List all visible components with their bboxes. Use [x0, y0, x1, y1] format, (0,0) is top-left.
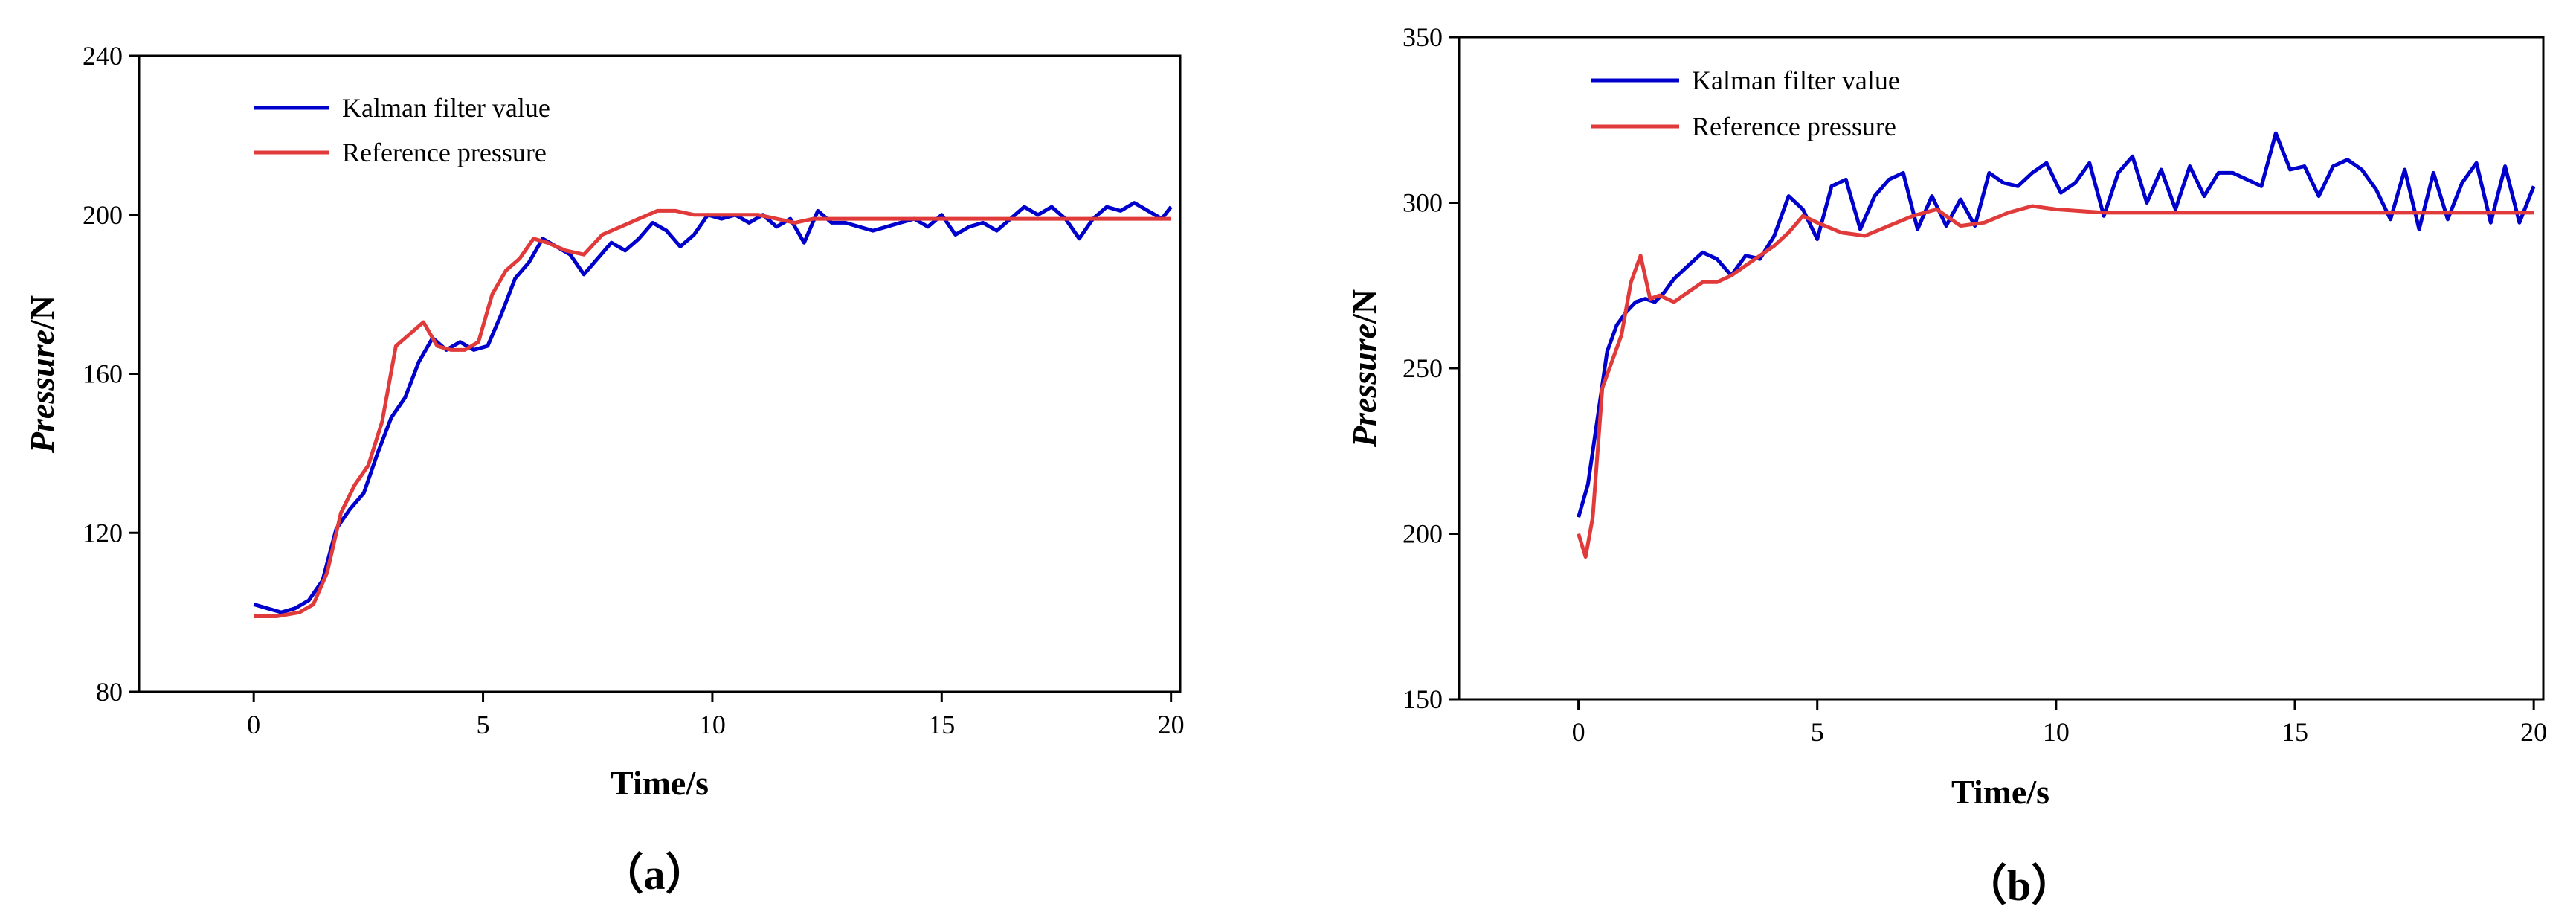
y-tick-label-a: 160: [83, 359, 123, 389]
kalman-filter-line-a: [253, 201, 1173, 614]
x-tick-label-b: 15: [2282, 717, 2308, 747]
y-axis-ticks-a: 80 120 160 200 240: [83, 41, 139, 707]
y-tick-label-b: 150: [1403, 684, 1443, 714]
chart-panel-a: 80 120 160 200 240 0 5 10 15 20 Kalman filter va…: [23, 41, 1185, 899]
y-tick-label-a: 120: [83, 518, 123, 548]
reference-pressure-line-a: [254, 208, 1171, 618]
y-tick-label-a: 80: [96, 677, 123, 707]
x-axis-label-a: Time/s: [611, 764, 709, 802]
y-tick-label-b: 350: [1403, 22, 1443, 52]
panel-caption-b: （b）: [1964, 861, 2074, 910]
x-tick-label-a: 15: [928, 710, 955, 739]
kalman-filter-line-b: [1577, 131, 2536, 518]
plot-frame-b: [1458, 36, 2545, 701]
y-tick-label-b: 250: [1403, 353, 1443, 383]
x-tick-label-b: 20: [2520, 717, 2547, 747]
x-tick-label-a: 10: [699, 710, 726, 739]
y-tick-label-b: 300: [1403, 188, 1443, 218]
x-axis-ticks-a: 0 5 10 15 20: [247, 692, 1185, 739]
reference-pressure-line-b: [1577, 204, 2534, 559]
legend-label-kalman-b: Kalman filter value: [1692, 65, 1900, 95]
y-tick-label-a: 240: [83, 41, 123, 71]
x-tick-label-a: 0: [247, 710, 260, 739]
x-axis-ticks-b: 0 5 10 15 20: [1572, 699, 2547, 747]
y-axis-label-unit-b: /N: [1345, 289, 1383, 324]
series-lines-a: [253, 201, 1173, 618]
x-axis-label-b: Time/s: [1951, 773, 2049, 811]
y-axis-label-b: Pressure/N: [1345, 289, 1383, 448]
chart-panel-b: 150 200 250 300 350 0 5 10 15 20 Kalman filter v…: [1345, 22, 2547, 910]
legend-b: Kalman filter value Reference pressure: [1591, 65, 1900, 141]
x-tick-label-a: 5: [477, 710, 490, 739]
y-axis-ticks-b: 150 200 250 300 350: [1403, 22, 1459, 714]
x-tick-label-b: 0: [1572, 717, 1585, 747]
y-axis-label-italic-b: Pressure: [1345, 324, 1383, 448]
legend-label-kalman-a: Kalman filter value: [342, 93, 550, 123]
x-tick-label-b: 5: [1811, 717, 1824, 747]
legend-label-reference-a: Reference pressure: [342, 138, 547, 167]
panel-caption-a: （a）: [600, 850, 708, 899]
y-axis-label-italic-a: Pressure: [23, 330, 61, 454]
legend-a: Kalman filter value Reference pressure: [254, 93, 550, 167]
y-axis-label-unit-a: /N: [23, 295, 61, 330]
legend-label-reference-b: Reference pressure: [1692, 112, 1896, 141]
y-axis-label-a: Pressure/N: [23, 295, 61, 454]
x-tick-label-b: 10: [2043, 717, 2070, 747]
y-tick-label-b: 200: [1403, 519, 1443, 549]
x-tick-label-a: 20: [1158, 710, 1185, 739]
y-tick-label-a: 200: [83, 200, 123, 230]
series-lines-b: [1577, 131, 2536, 559]
